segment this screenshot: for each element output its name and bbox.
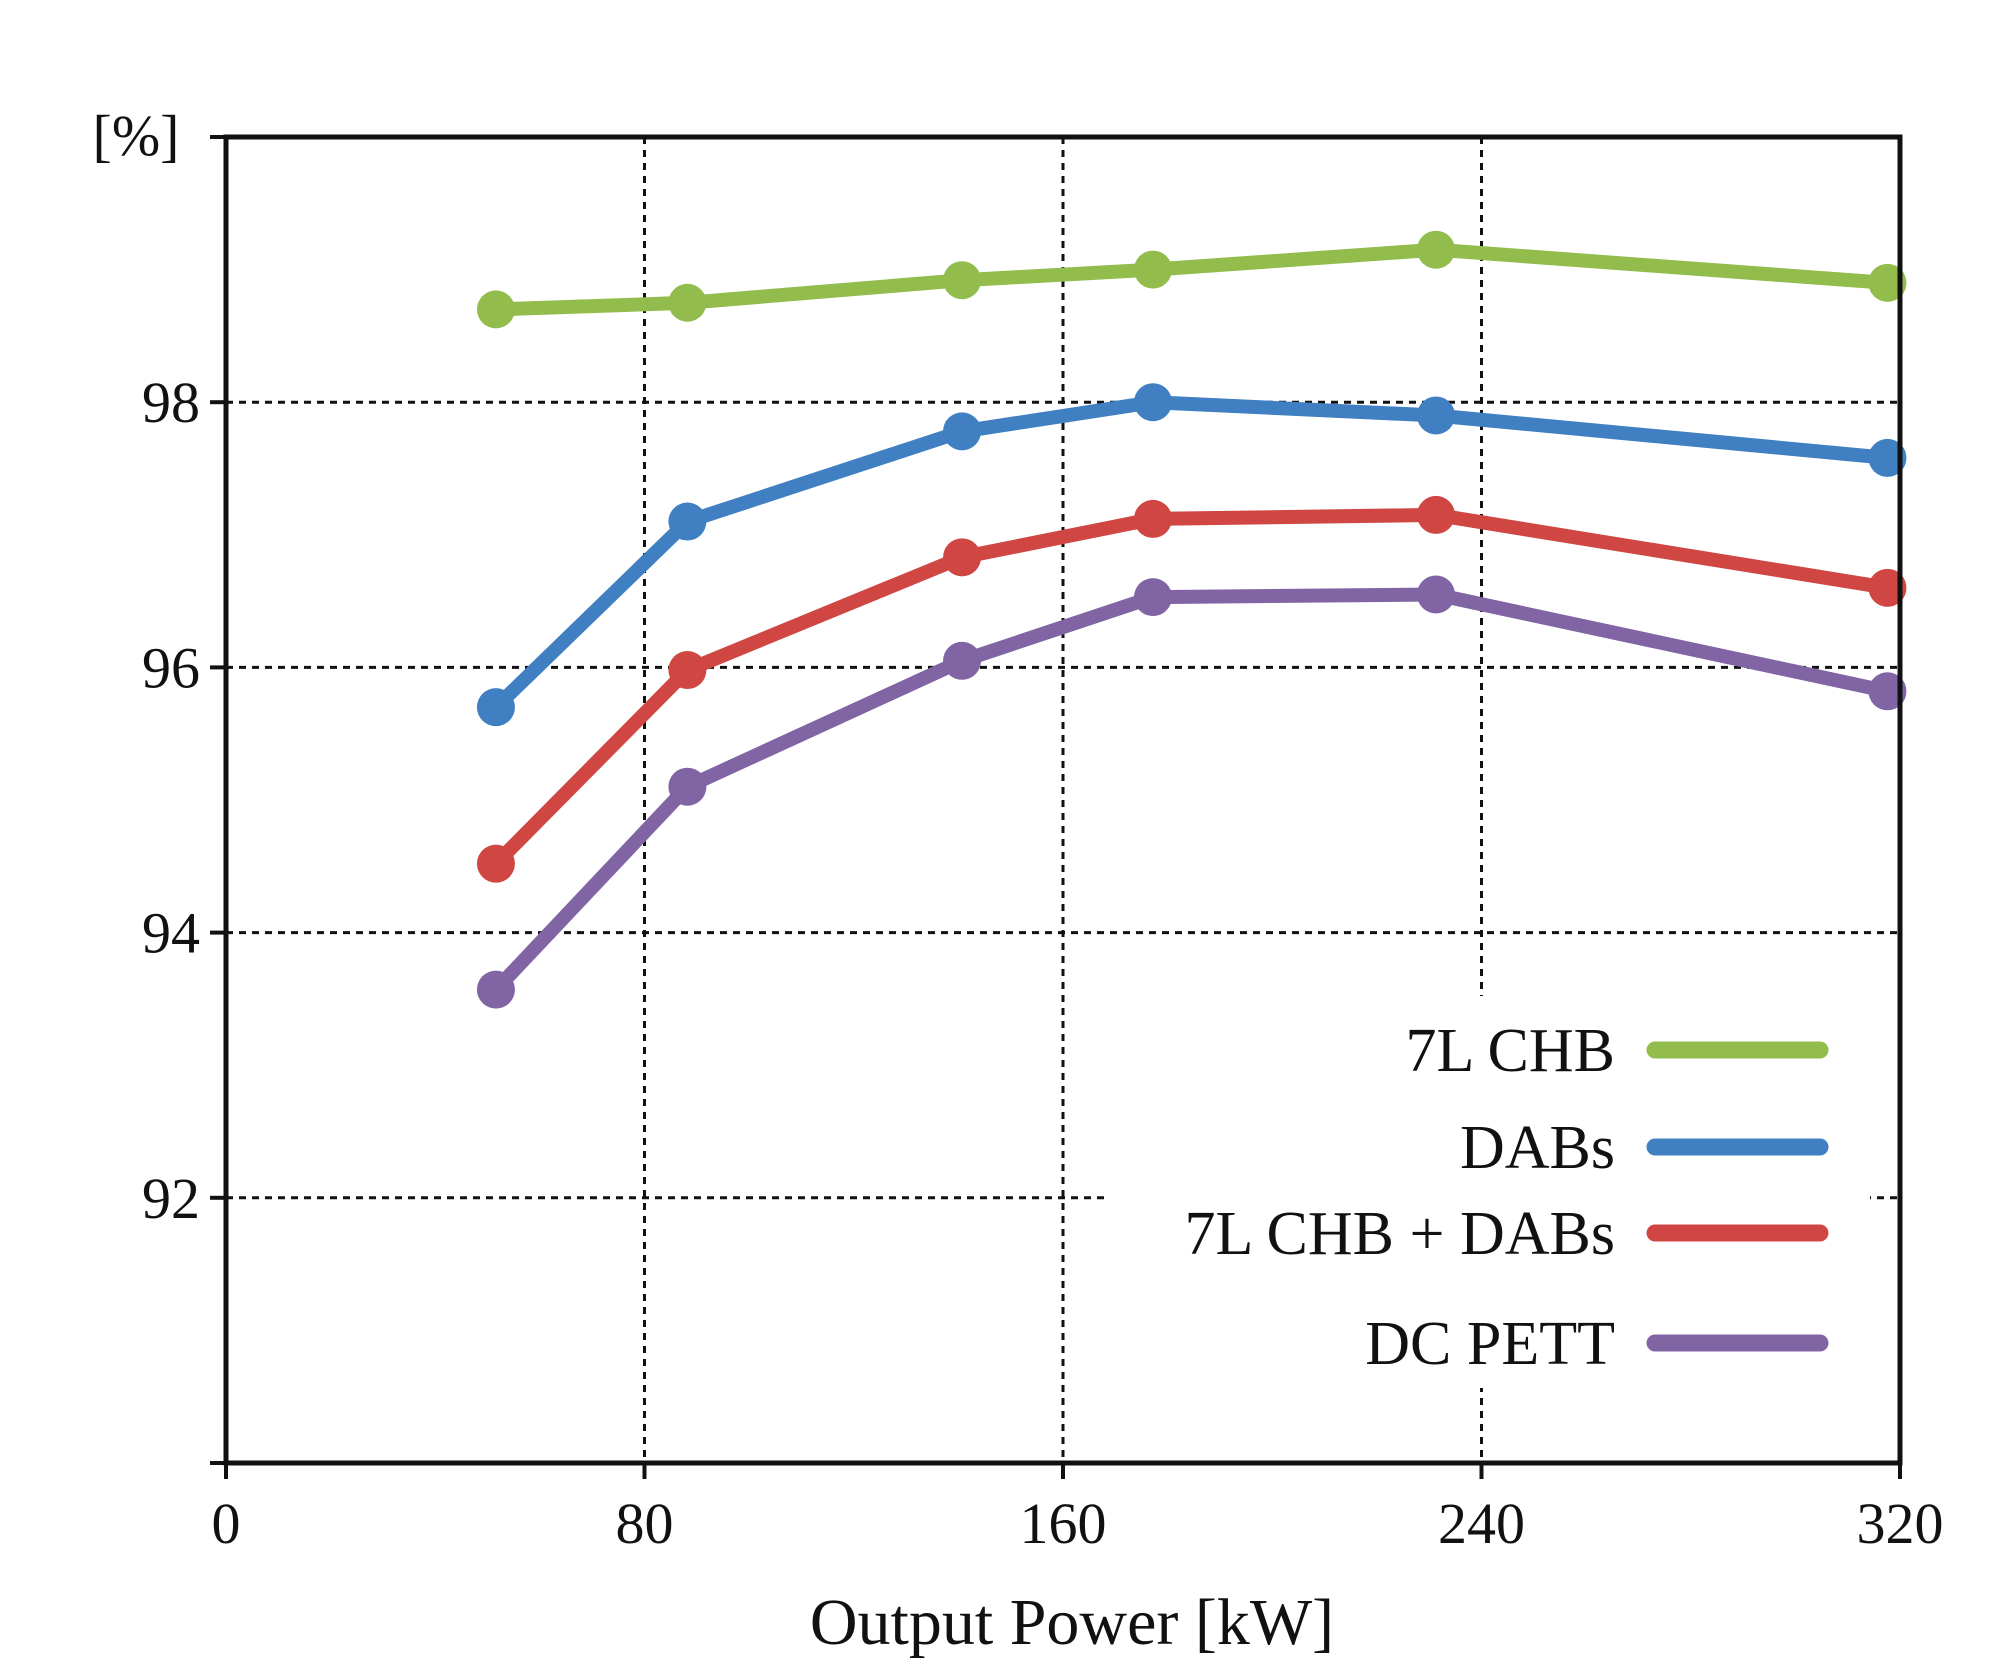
data-point-s3-2 xyxy=(943,641,982,680)
data-point-s0-0 xyxy=(476,290,515,329)
data-point-s2-1 xyxy=(668,651,707,690)
data-point-s0-4 xyxy=(1416,230,1455,269)
series-lines xyxy=(476,230,1907,1009)
legend-box xyxy=(1110,996,1870,1388)
data-point-s1-2 xyxy=(943,412,982,451)
y-tick-label-98: 98 xyxy=(142,370,200,435)
data-point-s2-4 xyxy=(1416,495,1455,534)
data-point-s3-5 xyxy=(1868,672,1907,711)
x-tick-label-320: 320 xyxy=(1857,1491,1944,1556)
data-point-s1-3 xyxy=(1133,383,1172,422)
series-line-3 xyxy=(488,587,1895,997)
grid-lines xyxy=(226,137,1900,1463)
data-point-s0-2 xyxy=(943,261,982,300)
data-point-s1-1 xyxy=(668,502,707,541)
x-tick-label-240: 240 xyxy=(1438,1491,1525,1556)
data-point-s0-3 xyxy=(1133,250,1172,289)
legend-label-0: 7L CHB xyxy=(1405,1017,1615,1085)
x-tick-label-0: 0 xyxy=(212,1491,241,1556)
axes xyxy=(210,134,1903,1479)
data-point-s3-0 xyxy=(476,970,515,1009)
y-axis-unit-label: [%] xyxy=(93,103,180,168)
y-tick-label-94: 94 xyxy=(142,901,200,966)
data-point-s1-4 xyxy=(1416,396,1455,435)
y-tick-label-92: 92 xyxy=(142,1166,200,1231)
series-line-1 xyxy=(488,395,1895,715)
legend-label-2: 7L CHB + DABs xyxy=(1184,1200,1615,1268)
data-point-s2-2 xyxy=(943,538,982,577)
data-point-s0-5 xyxy=(1868,263,1907,302)
legend: 7L CHB DABs 7L CHB + DABs DC PETT xyxy=(1110,996,1870,1388)
data-point-s0-1 xyxy=(668,283,707,322)
data-point-s1-5 xyxy=(1868,438,1907,477)
legend-label-1: DABs xyxy=(1460,1114,1615,1182)
x-tick-label-160: 160 xyxy=(1020,1491,1107,1556)
x-axis-label: Output Power [kW] xyxy=(810,1586,1334,1659)
y-tick-label-96: 96 xyxy=(142,635,200,700)
series-line-2 xyxy=(488,507,1895,871)
data-point-s2-5 xyxy=(1868,568,1907,607)
data-point-s3-3 xyxy=(1133,578,1172,617)
tick-labels: 0 80 160 240 320 92 94 96 98 xyxy=(142,370,1944,1556)
data-point-s2-0 xyxy=(476,844,515,883)
legend-label-3: DC PETT xyxy=(1365,1310,1615,1378)
data-point-s2-3 xyxy=(1133,499,1172,538)
data-point-s3-1 xyxy=(668,767,707,806)
data-point-s3-4 xyxy=(1416,575,1455,614)
data-point-s1-0 xyxy=(476,688,515,727)
x-tick-label-80: 80 xyxy=(616,1491,674,1556)
series-line-0 xyxy=(488,242,1895,317)
